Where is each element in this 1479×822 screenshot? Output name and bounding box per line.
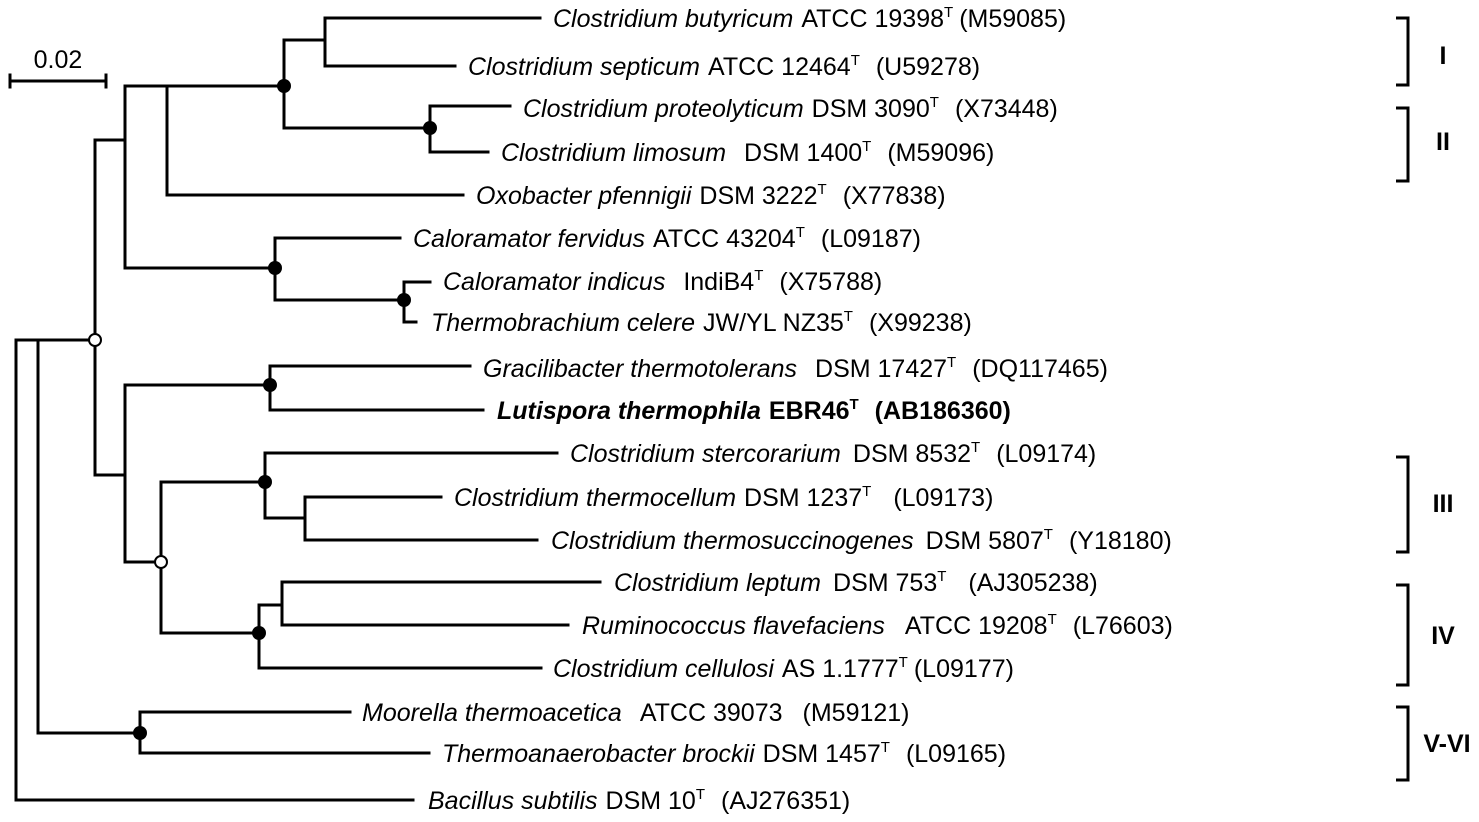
cluster-label-III: III (1433, 490, 1454, 518)
node-bootstrap-filled (268, 261, 282, 275)
taxon-label: Caloramator fervidus ATCC 43204T (L09187) (413, 224, 921, 253)
cluster-brackets: I II III IV V-VI (1396, 16, 1471, 782)
branch-ruminococcus (280, 580, 570, 627)
taxon-label: Ruminococcus flavefaciens ATCC 19208T (L76… (582, 611, 1173, 640)
node-bootstrap-filled (263, 378, 277, 392)
scale-bar: 0.02 (8, 46, 108, 89)
cluster-bracket-IV (1396, 583, 1410, 687)
taxon-label: Clostridium limosum DSM 1400T (M59096) (501, 138, 994, 167)
taxon-label: Clostridium leptum DSM 753T (AJ305238) (614, 568, 1098, 597)
node-bootstrap-filled (397, 293, 411, 307)
taxon-label: Clostridium septicum ATCC 12464T (U59278) (468, 52, 980, 81)
branch-oxobacter (165, 84, 465, 197)
branch-node1-vertical (93, 138, 127, 477)
taxon-label: Thermobrachium celere JW/YL NZ35T (X99238) (431, 308, 972, 337)
branch-brockii (138, 710, 431, 755)
node-bootstrap-filled (252, 626, 266, 640)
node-bootstrap-filled (423, 121, 437, 135)
taxon-label: Oxobacter pfennigii DSM 3222T (X77838) (476, 181, 946, 210)
node-bootstrap-open (88, 333, 102, 347)
taxon-label: Gracilibacter thermotolerans DSM 17427T (D… (483, 354, 1108, 383)
taxon-label: Bacillus subtilis DSM 10T (AJ276351) (428, 786, 850, 815)
taxon-label-highlighted: Lutispora thermophila EBR46T (AB186360) (497, 396, 1011, 425)
taxon-label: Clostridium thermosuccinogenes DSM 5807T(… (551, 526, 1172, 555)
taxon-label: Moorella thermoacetica ATCC 39073 (M59121) (362, 699, 910, 727)
cluster-bracket-III (1396, 455, 1410, 554)
node-bootstrap-filled (133, 726, 147, 740)
branch-upper-clade (123, 84, 277, 270)
taxon-label: Caloramator indicus IndiB4T (X75788) (443, 267, 882, 296)
cluster-label-I: I (1440, 42, 1447, 70)
branch-limosum (428, 104, 490, 154)
node-bootstrap-filled (258, 475, 272, 489)
cluster-bracket-I (1396, 16, 1410, 87)
tree-nodes (88, 79, 437, 740)
node-bootstrap-open (154, 555, 168, 569)
branch-cellulosi (257, 603, 543, 670)
branch-caloramator-clade (273, 236, 406, 302)
taxon-label: Clostridium proteolyticum DSM 3090T (X7344… (523, 94, 1058, 123)
cluster-label-IV: IV (1431, 622, 1455, 650)
branch-septicum (323, 16, 457, 68)
node-bootstrap-filled (277, 79, 291, 93)
cluster-label-II: II (1436, 128, 1450, 156)
branch-ingroup-base (36, 338, 142, 735)
branch-lutispora (268, 364, 485, 412)
taxon-label: Clostridium thermocellum DSM 1237T (L09173… (454, 483, 993, 512)
branch-thermocellum-group (263, 451, 307, 520)
taxon-label: Clostridium stercorarium DSM 8532T (L09174… (570, 439, 1096, 468)
branch-root-outgroup (14, 338, 415, 802)
branch-cluster-I-II-vertical (282, 38, 432, 130)
cluster-bracket-II (1396, 106, 1410, 183)
scale-bar-label: 0.02 (34, 46, 83, 74)
taxon-label: Thermoanaerobacter brockii DSM 1457T (L091… (442, 739, 1006, 768)
cluster-label-V-VI: V-VI (1423, 730, 1470, 758)
taxon-label: Clostridium butyricum ATCC 19398T (M59085) (553, 4, 1066, 33)
branch-thermosuccinogenes (303, 495, 539, 542)
cluster-bracket-V-VI (1396, 705, 1410, 782)
taxon-label: Clostridium cellulosi AS 1.1777T (L09177) (553, 654, 1014, 683)
tree-branches (14, 16, 602, 802)
branch-to-open-node-2 (123, 383, 163, 564)
branch-cluster-IV (159, 480, 261, 635)
taxon-labels: Clostridium butyricum ATCC 19398T (M59085)… (362, 4, 1173, 815)
